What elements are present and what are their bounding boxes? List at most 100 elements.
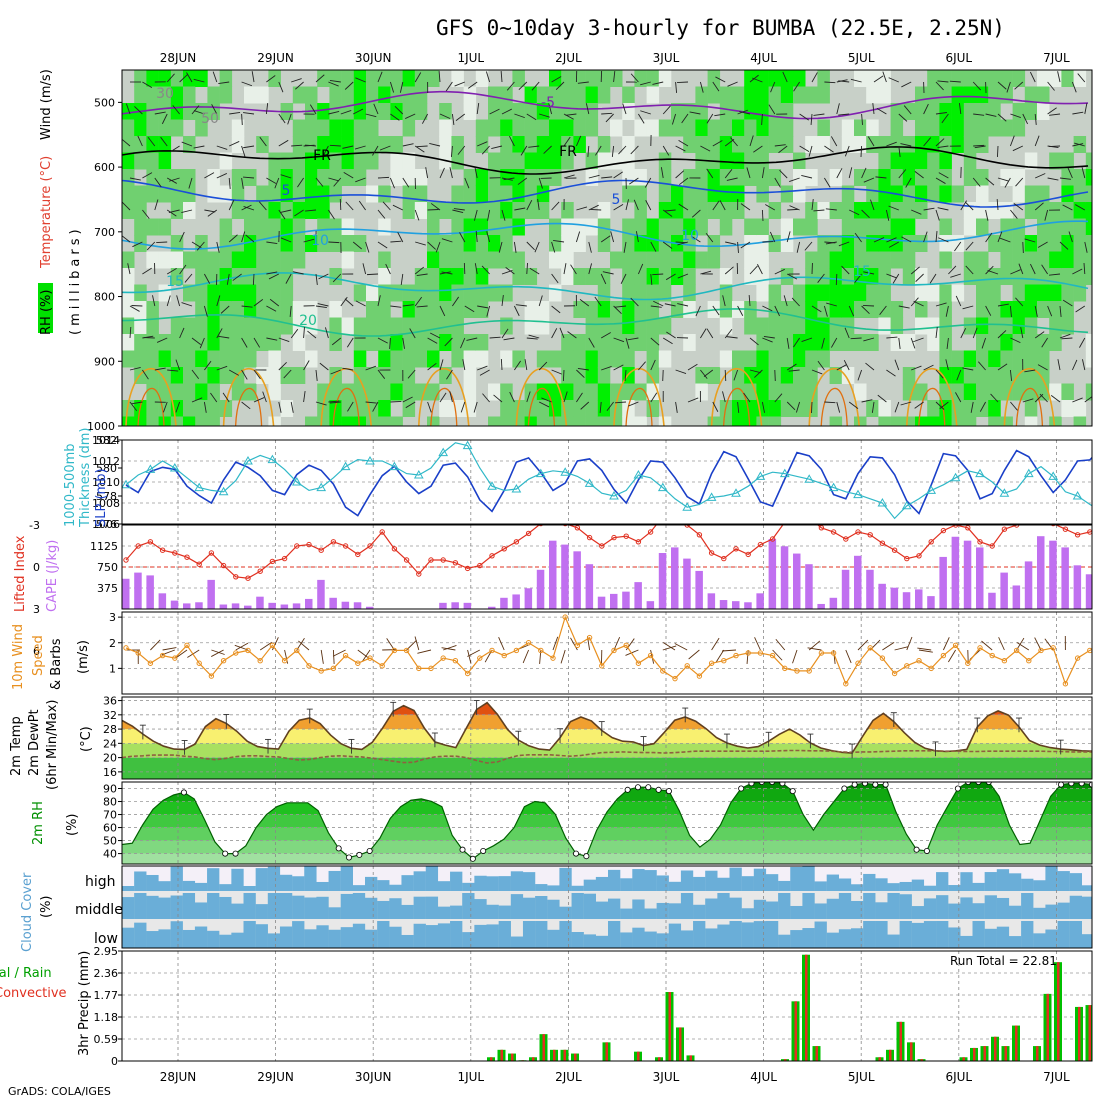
rh-cell [1037, 235, 1050, 252]
cloud-bar [535, 921, 548, 948]
cloud-bar [668, 923, 682, 948]
wind-barb [761, 209, 764, 222]
rh-cell [170, 251, 184, 269]
cloud-bar [693, 921, 706, 948]
li-marker [513, 539, 520, 545]
rh-cell [744, 169, 757, 186]
cloud-bar [644, 870, 657, 891]
rh-cell [866, 202, 879, 219]
wind-barb [514, 360, 521, 371]
rh-cell [585, 416, 599, 426]
wind-barb [937, 207, 949, 211]
cloud-bar [207, 868, 220, 891]
rh-cell [402, 284, 416, 302]
wind-barb [1022, 241, 1024, 254]
thickness-label-2: Thickness (dm) [78, 428, 93, 528]
wind10-barb [467, 649, 481, 657]
rh-cell [195, 70, 208, 87]
rh-cell [341, 317, 355, 335]
wind-barb [910, 337, 916, 349]
rh-cell [634, 383, 647, 401]
wind-barb [226, 273, 230, 285]
rh-cell [768, 235, 782, 252]
wind10-barb [259, 641, 273, 651]
rh-cell [878, 317, 891, 335]
wind-barb [315, 305, 327, 309]
tick-label: 70 [103, 809, 117, 822]
li-tick: 3 [33, 603, 40, 616]
precip-conv-bar [1057, 962, 1060, 1061]
rh-cell [366, 383, 379, 401]
wind-barb [501, 108, 513, 115]
rh-cell [695, 119, 708, 137]
rh-cell [585, 350, 599, 368]
rh-cell [158, 334, 172, 351]
wind-barb [156, 241, 168, 244]
rh-cell [756, 268, 769, 285]
wind-barb [650, 392, 658, 403]
wind10-marker [904, 663, 910, 669]
wind10-marker [452, 657, 459, 664]
rh-cell [890, 119, 904, 137]
cloud-bar [450, 905, 463, 919]
wind-barb [791, 297, 800, 307]
wind-barb [700, 369, 708, 379]
rh-cell [524, 416, 538, 426]
cloud-bar [802, 893, 815, 919]
rh-cell [768, 86, 782, 104]
rh-cell [475, 169, 489, 186]
wind-barb [292, 271, 304, 275]
rh-cell [231, 169, 245, 186]
rh-cell [829, 284, 843, 302]
cape-bar [305, 598, 313, 609]
wind-barb [740, 241, 751, 249]
upper-wind-barbs [122, 70, 1092, 414]
rh-cell [488, 202, 501, 219]
cloud-bar [352, 885, 366, 891]
wind-barb [142, 81, 153, 88]
wind-barb [613, 337, 625, 343]
rh-cell [378, 400, 391, 417]
rh-cell [561, 152, 574, 170]
wind-barb [266, 271, 278, 275]
wind-barb [665, 273, 676, 281]
rh-cell [439, 103, 452, 120]
cloud-bar [705, 870, 718, 891]
wind-barb [1059, 177, 1071, 180]
wind-barb [1079, 337, 1086, 348]
rh-cell [585, 70, 599, 87]
rh-cell [878, 152, 891, 170]
wind-barb [671, 113, 677, 125]
wind10-barb [560, 649, 566, 664]
cloud-bar [170, 895, 183, 919]
wind-barb [210, 392, 218, 403]
wind-barb [501, 328, 509, 339]
cloud-bar [547, 885, 560, 891]
cloud-bar [656, 902, 669, 919]
wind-barb [427, 362, 437, 371]
rh-cell [988, 284, 1001, 302]
wind-barb [765, 204, 776, 211]
rh-cell [927, 317, 940, 335]
rh-cell [707, 251, 721, 269]
wind10-marker [867, 645, 873, 651]
wind-barb [253, 337, 261, 348]
rh-cell [951, 119, 965, 137]
contour-label: 5 [282, 183, 291, 199]
wind-barb [526, 199, 533, 211]
rh-cell [146, 119, 159, 137]
rh-cell [158, 218, 172, 236]
rh-cell [512, 218, 525, 236]
rh-cell [841, 119, 855, 137]
rh-cell [854, 416, 867, 426]
wind-barb [811, 369, 823, 375]
wind-barb [1077, 73, 1086, 83]
rh-cell [646, 400, 660, 417]
wind-barb [712, 200, 720, 211]
tick-label: 50 [103, 835, 117, 848]
rh-cell [500, 400, 513, 417]
rh-cell [915, 136, 928, 153]
wind-barb [389, 337, 391, 350]
rh-cell [256, 367, 269, 384]
